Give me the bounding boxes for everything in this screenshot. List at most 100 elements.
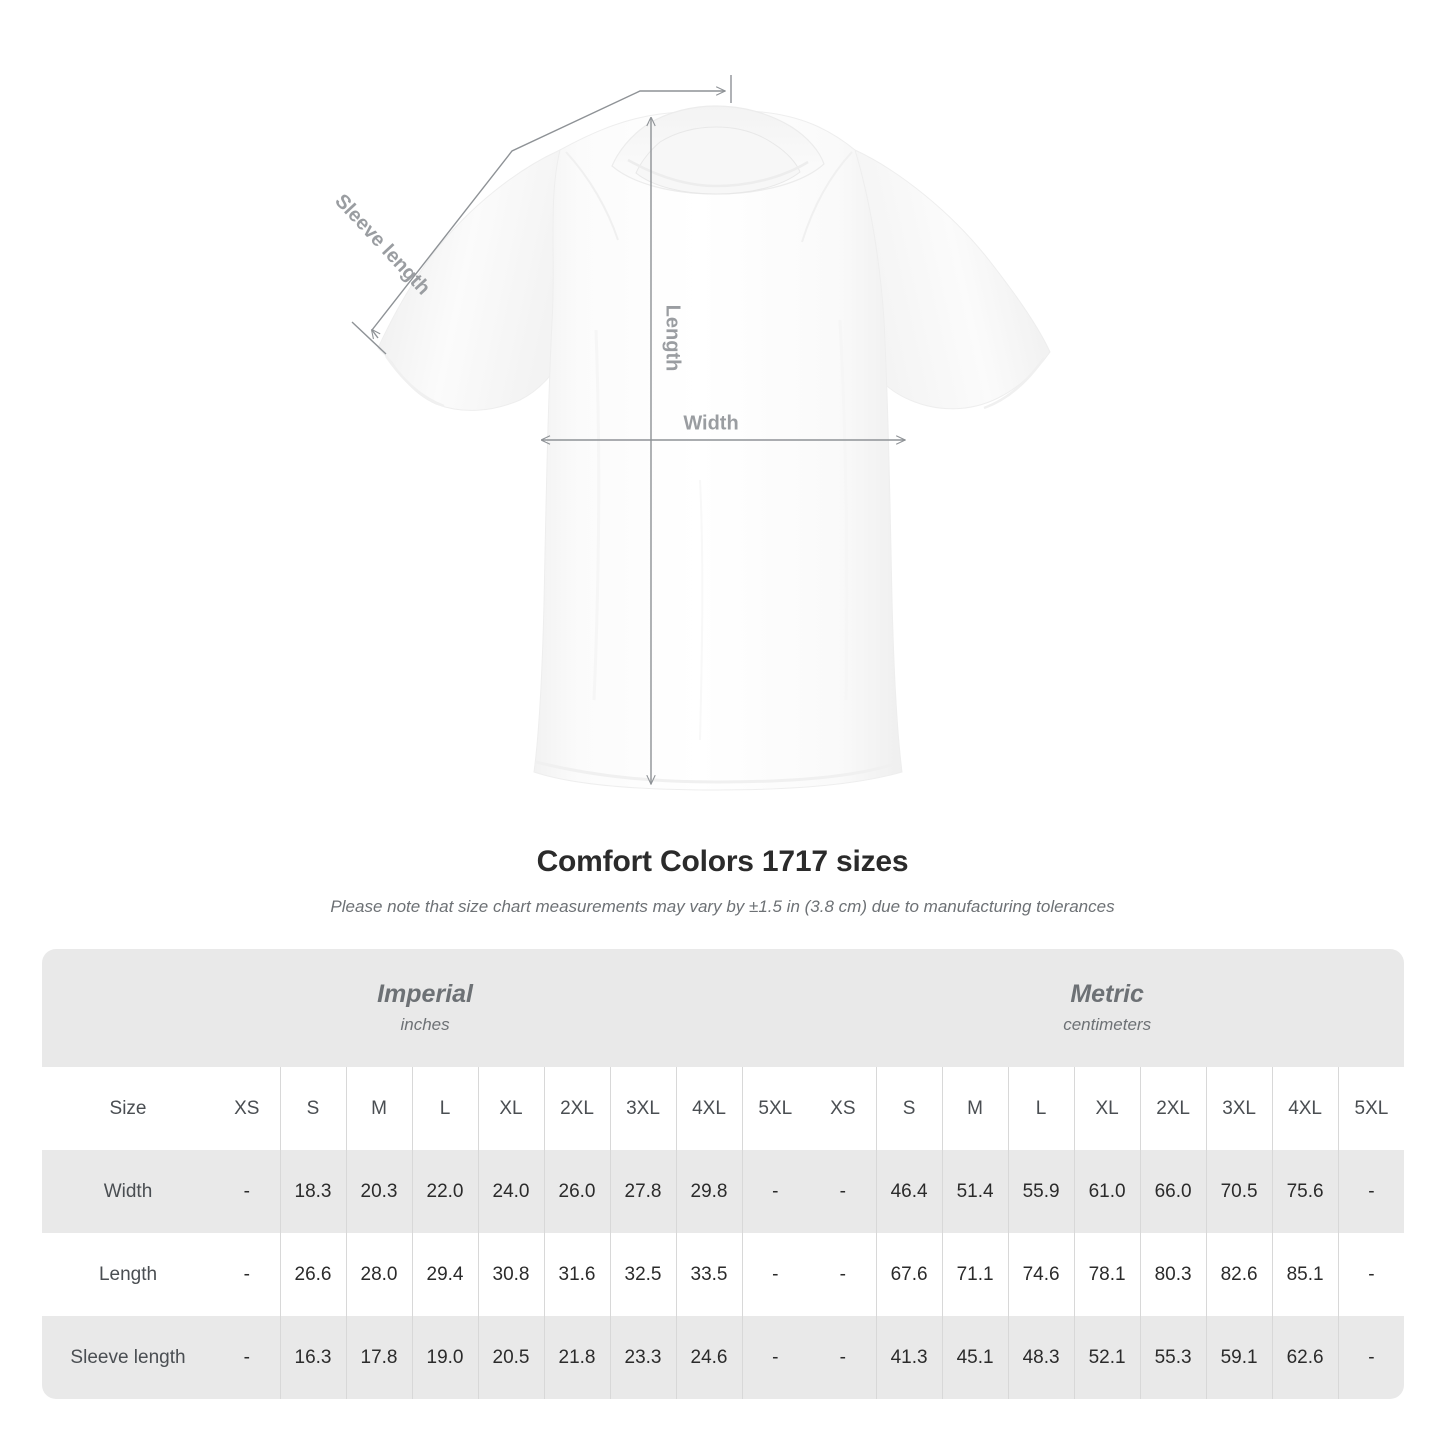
size-chart-table-container: Imperial inches Metric centimeters Size XS S M L… xyxy=(42,949,1405,1399)
cell-imperial-width-2xl: 26.0 xyxy=(543,1150,610,1233)
table-row: Length -26.6 28.0 29.4 30.8 31.6 32.5 33.5- -67.… xyxy=(42,1233,1405,1316)
cell-imperial-width-xs: - xyxy=(214,1150,280,1233)
cell-imperial-width-xl: 24.0 xyxy=(477,1150,544,1233)
cell-metric-width-xs: - xyxy=(810,1150,877,1233)
size-header-imperial-s: S xyxy=(279,1067,346,1150)
size-header-metric-l: L xyxy=(1007,1067,1075,1150)
cell-metric-length-5xl: - xyxy=(1337,1233,1405,1316)
cell-imperial-length-s: 26.6 xyxy=(279,1233,346,1316)
width-label: Width xyxy=(683,412,739,435)
measurement-label-length: Length xyxy=(42,1233,214,1316)
cell-imperial-length-m: 28.0 xyxy=(345,1233,412,1316)
cell-metric-sleeve-length-m: 45.1 xyxy=(941,1316,1009,1399)
cell-imperial-sleeve-length-l: 19.0 xyxy=(411,1316,478,1399)
cell-metric-length-s: 67.6 xyxy=(875,1233,943,1316)
size-header-metric-2xl: 2XL xyxy=(1139,1067,1207,1150)
cell-imperial-length-2xl: 31.6 xyxy=(543,1233,610,1316)
size-header-metric-xl: XL xyxy=(1073,1067,1141,1150)
metric-unit-sub: centimeters xyxy=(1063,1015,1152,1035)
metric-unit-name: Metric xyxy=(1070,979,1144,1008)
cell-metric-width-5xl: - xyxy=(1337,1150,1405,1233)
cell-imperial-length-l: 29.4 xyxy=(411,1233,478,1316)
cell-imperial-width-5xl: - xyxy=(741,1150,809,1233)
metric-unit-header: Metric centimeters xyxy=(810,949,1405,1067)
cell-metric-length-xl: 78.1 xyxy=(1073,1233,1141,1316)
shirt-fabric xyxy=(377,105,1051,791)
cell-metric-length-3xl: 82.6 xyxy=(1205,1233,1273,1316)
cell-imperial-sleeve-length-5xl: - xyxy=(741,1316,809,1399)
cell-metric-sleeve-length-l: 48.3 xyxy=(1007,1316,1075,1399)
cell-metric-width-3xl: 70.5 xyxy=(1205,1150,1273,1233)
table-row: Sleeve length -16.3 17.8 19.0 20.5 21.8 23.3 24… xyxy=(42,1316,1405,1399)
cell-metric-sleeve-length-s: 41.3 xyxy=(875,1316,943,1399)
imperial-unit-name: Imperial xyxy=(377,979,473,1008)
cell-metric-length-4xl: 85.1 xyxy=(1271,1233,1339,1316)
cell-imperial-width-3xl: 27.8 xyxy=(609,1150,676,1233)
row-divider xyxy=(808,1233,811,1316)
tshirt-illustration xyxy=(351,75,1051,791)
row-divider xyxy=(808,1150,811,1233)
cell-metric-width-4xl: 75.6 xyxy=(1271,1150,1339,1233)
size-header-metric-m: M xyxy=(941,1067,1009,1150)
cell-metric-sleeve-length-xl: 52.1 xyxy=(1073,1316,1141,1399)
cell-imperial-sleeve-length-2xl: 21.8 xyxy=(543,1316,610,1399)
cell-imperial-sleeve-length-3xl: 23.3 xyxy=(609,1316,676,1399)
cell-imperial-width-s: 18.3 xyxy=(279,1150,346,1233)
size-header-metric-xs: XS xyxy=(810,1067,877,1150)
size-header-label: Size xyxy=(42,1067,214,1150)
cell-metric-sleeve-length-4xl: 62.6 xyxy=(1271,1316,1339,1399)
cell-metric-width-xl: 61.0 xyxy=(1073,1150,1141,1233)
cell-imperial-sleeve-length-xl: 20.5 xyxy=(477,1316,544,1399)
cell-metric-sleeve-length-2xl: 55.3 xyxy=(1139,1316,1207,1399)
cell-imperial-length-xs: - xyxy=(214,1233,280,1316)
length-label: Length xyxy=(661,304,684,372)
page-title: Comfort Colors 1717 sizes xyxy=(536,845,909,878)
imperial-unit-header: Imperial inches xyxy=(42,949,809,1067)
cell-metric-length-xs: - xyxy=(810,1233,877,1316)
size-header-imperial-l: L xyxy=(411,1067,478,1150)
cell-imperial-length-3xl: 32.5 xyxy=(609,1233,676,1316)
cell-metric-length-m: 71.1 xyxy=(941,1233,1009,1316)
row-divider xyxy=(808,1316,811,1399)
size-header-metric-3xl: 3XL xyxy=(1205,1067,1273,1150)
cell-imperial-width-l: 22.0 xyxy=(411,1150,478,1233)
cell-metric-length-l: 74.6 xyxy=(1007,1233,1075,1316)
cell-metric-sleeve-length-5xl: - xyxy=(1337,1316,1405,1399)
cell-metric-length-2xl: 80.3 xyxy=(1139,1233,1207,1316)
sleeve-length-dimension xyxy=(351,75,732,355)
header-divider xyxy=(808,1067,811,1150)
cell-imperial-sleeve-length-4xl: 24.6 xyxy=(675,1316,742,1399)
size-header-imperial-xs: XS xyxy=(214,1067,280,1150)
size-header-imperial-m: M xyxy=(345,1067,412,1150)
size-header-row: Size XS S M L XL 2XL 3XL 4XL 5XL XS S M L XL 2XL 3XL 4XL 5… xyxy=(42,1067,1405,1150)
tolerance-note: Please note that size chart measurements… xyxy=(330,897,1115,916)
size-header-imperial-3xl: 3XL xyxy=(609,1067,676,1150)
size-header-metric-s: S xyxy=(875,1067,943,1150)
cell-imperial-length-4xl: 33.5 xyxy=(675,1233,742,1316)
unit-divider xyxy=(808,949,811,1067)
cell-metric-width-l: 55.9 xyxy=(1007,1150,1075,1233)
tshirt-measurement-diagram: Sleeve length Length Width xyxy=(330,75,1051,791)
imperial-unit-sub: inches xyxy=(400,1015,450,1035)
size-header-imperial-2xl: 2XL xyxy=(543,1067,610,1150)
cell-imperial-sleeve-length-m: 17.8 xyxy=(345,1316,412,1399)
size-chart-table: Imperial inches Metric centimeters Size XS S M L… xyxy=(42,949,1405,1399)
cell-metric-width-2xl: 66.0 xyxy=(1139,1150,1207,1233)
cell-metric-width-m: 51.4 xyxy=(941,1150,1009,1233)
measurement-label-width: Width xyxy=(42,1150,214,1233)
size-header-imperial-4xl: 4XL xyxy=(675,1067,742,1150)
cell-metric-width-s: 46.4 xyxy=(875,1150,943,1233)
size-header-metric-5xl: 5XL xyxy=(1337,1067,1405,1150)
chart-header: Comfort Colors 1717 sizes Please note th… xyxy=(0,845,1445,917)
size-header-metric-4xl: 4XL xyxy=(1271,1067,1339,1150)
size-header-imperial-5xl: 5XL xyxy=(741,1067,809,1150)
cell-imperial-length-xl: 30.8 xyxy=(477,1233,544,1316)
unit-banner-row: Imperial inches Metric centimeters xyxy=(42,949,1405,1067)
cell-imperial-length-5xl: - xyxy=(741,1233,809,1316)
cell-imperial-width-4xl: 29.8 xyxy=(675,1150,742,1233)
cell-metric-sleeve-length-3xl: 59.1 xyxy=(1205,1316,1273,1399)
measurement-label-sleeve-length: Sleeve length xyxy=(42,1316,214,1399)
table-row: Width -18.3 20.3 22.0 24.0 26.0 27.8 29.8- -46.4… xyxy=(42,1150,1405,1233)
cell-metric-sleeve-length-xs: - xyxy=(810,1316,877,1399)
cell-imperial-width-m: 20.3 xyxy=(345,1150,412,1233)
